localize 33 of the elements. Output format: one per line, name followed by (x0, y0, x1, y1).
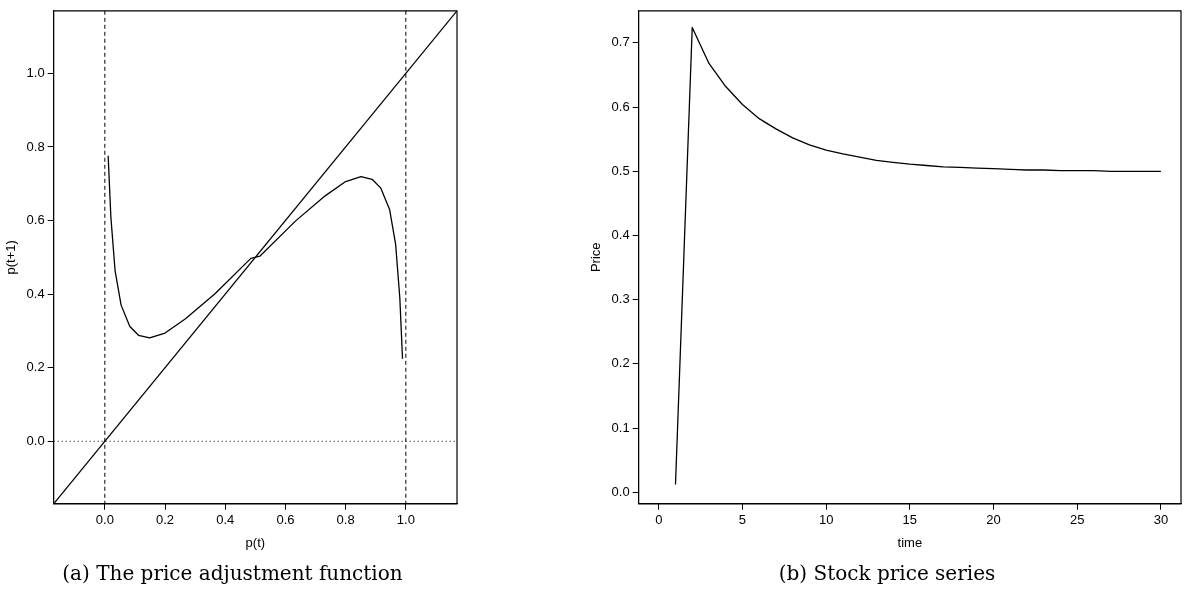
x-tick-label: 0.4 (216, 512, 235, 528)
x-tick-label: 0.8 (336, 512, 355, 528)
x-tick-label: 0.6 (276, 512, 295, 528)
y-tick-label: 0.3 (611, 291, 630, 307)
x-tick-label: 30 (1153, 512, 1169, 528)
x-tick-label: 20 (986, 512, 1001, 528)
x-tick-label: 1.0 (396, 512, 415, 528)
text: (b) Stock price series (777, 561, 997, 585)
y-axis-title: Price (588, 242, 604, 273)
y-tick-label: 1.0 (26, 64, 45, 80)
x-tick-label: 0.2 (156, 512, 175, 528)
y-tick-label: 0.4 (611, 227, 630, 243)
y-tick-label: 0.0 (26, 432, 45, 448)
x-tick-label: 0 (655, 512, 663, 528)
x-tick-label: 10 (818, 512, 834, 528)
y-tick-label: 0.4 (26, 285, 45, 301)
x-axis-title: time (897, 534, 923, 550)
y-tick-label: 0.1 (611, 419, 630, 435)
y-tick-label: 0.2 (26, 359, 45, 375)
y-axis-title: p(t+1) (3, 240, 19, 275)
x-tick-label: 5 (738, 512, 747, 528)
y-tick-label: 0.0 (611, 483, 630, 499)
y-tick-label: 0.7 (611, 34, 630, 50)
x-axis-title: p(t) (245, 534, 266, 550)
y-tick-label: 0.6 (611, 98, 630, 114)
y-tick-label: 0.5 (611, 162, 630, 178)
text: (a) The price adjustment function (61, 561, 404, 585)
x-tick-label: 0.0 (95, 512, 114, 528)
y-tick-label: 0.2 (611, 355, 630, 371)
y-tick-label: 0.6 (26, 212, 45, 228)
x-tick-label: 15 (902, 512, 918, 528)
y-tick-label: 0.8 (26, 138, 45, 154)
x-tick-label: 25 (1069, 512, 1085, 528)
